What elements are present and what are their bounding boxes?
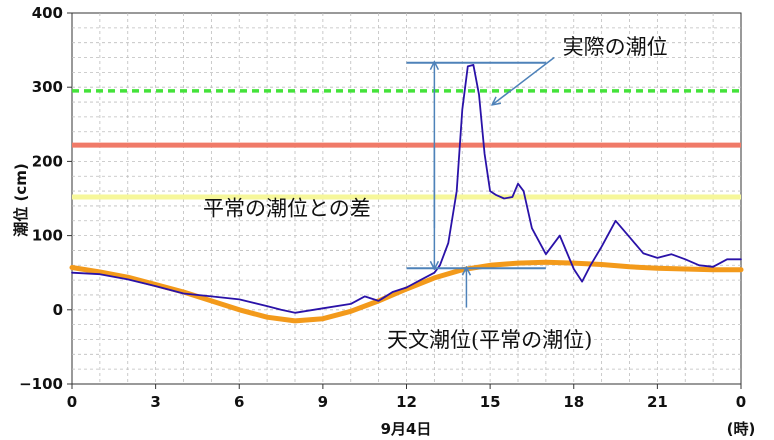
annotation-label-3: 天文潮位(平常の潮位) bbox=[387, 328, 592, 352]
x-tick-label: 21 bbox=[647, 393, 668, 411]
x-tick-label: 18 bbox=[563, 393, 584, 411]
x-tick-label: 0 bbox=[67, 393, 77, 411]
x-axis-unit: (時) bbox=[727, 420, 756, 438]
x-axis-title: 9月4日 bbox=[381, 420, 432, 438]
y-tick-label: 300 bbox=[32, 78, 63, 96]
y-tick-label: 200 bbox=[32, 152, 63, 170]
y-axis-title: 潮位 (cm) bbox=[12, 163, 30, 236]
series-line-1 bbox=[69, 259, 744, 324]
x-tick-label: 9 bbox=[318, 393, 328, 411]
x-tick-label: 0 bbox=[736, 393, 746, 411]
y-tick-label: 100 bbox=[32, 227, 63, 245]
x-tick-label: 6 bbox=[234, 393, 244, 411]
y-tick-label: 400 bbox=[32, 4, 63, 22]
annotation-label-1: 実際の潮位 bbox=[563, 35, 668, 59]
annotation-label-2: 平常の潮位との差 bbox=[203, 197, 371, 221]
x-tick-label: 3 bbox=[150, 393, 160, 411]
annotation-arrow-6 bbox=[493, 56, 555, 105]
y-tick-label: −100 bbox=[19, 375, 63, 393]
x-tick-label: 12 bbox=[396, 393, 417, 411]
series-line-2 bbox=[71, 64, 742, 314]
y-tick-label: 0 bbox=[53, 301, 63, 319]
x-tick-label: 15 bbox=[480, 393, 501, 411]
